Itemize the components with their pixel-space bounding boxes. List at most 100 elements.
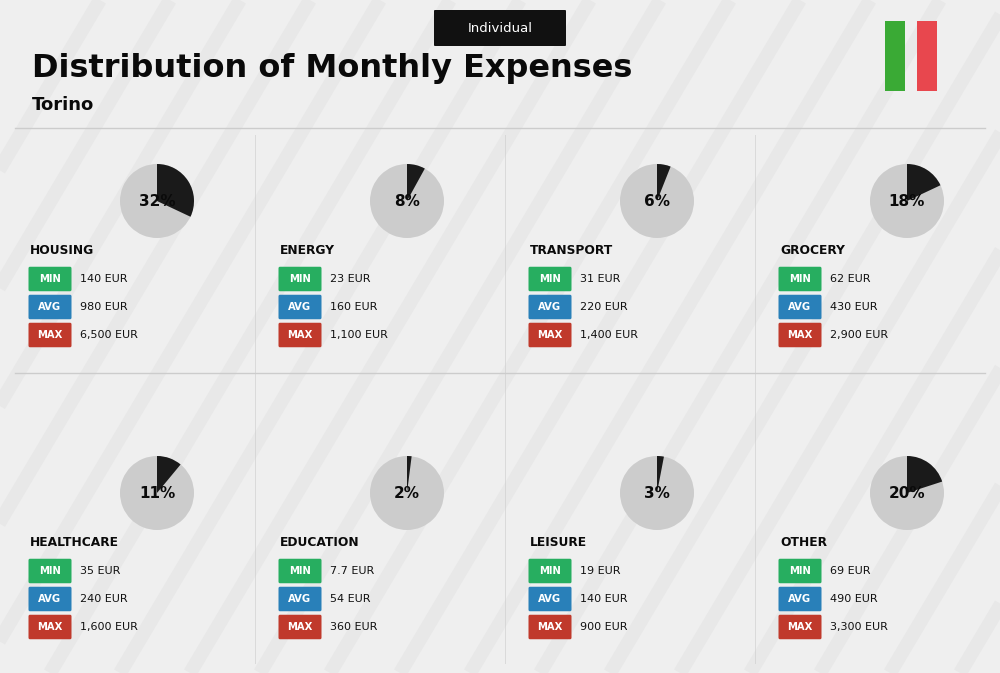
Text: HEALTHCARE: HEALTHCARE — [30, 536, 119, 549]
FancyBboxPatch shape — [434, 10, 566, 46]
Text: 31 EUR: 31 EUR — [580, 274, 620, 284]
Text: MIN: MIN — [539, 274, 561, 284]
Text: HOUSING: HOUSING — [30, 244, 94, 258]
Text: MIN: MIN — [39, 274, 61, 284]
Text: 54 EUR: 54 EUR — [330, 594, 370, 604]
Text: MIN: MIN — [289, 566, 311, 576]
Wedge shape — [870, 456, 944, 530]
Text: 900 EUR: 900 EUR — [580, 622, 628, 632]
Text: 19 EUR: 19 EUR — [580, 566, 620, 576]
Wedge shape — [370, 456, 444, 530]
Text: 1,100 EUR: 1,100 EUR — [330, 330, 388, 340]
Text: Distribution of Monthly Expenses: Distribution of Monthly Expenses — [32, 52, 632, 83]
Text: AVG: AVG — [288, 302, 312, 312]
Wedge shape — [657, 456, 664, 493]
Text: 18%: 18% — [889, 194, 925, 209]
FancyBboxPatch shape — [278, 267, 322, 291]
Text: 32%: 32% — [139, 194, 175, 209]
Wedge shape — [120, 164, 194, 238]
FancyBboxPatch shape — [278, 559, 322, 583]
FancyBboxPatch shape — [778, 559, 822, 583]
FancyBboxPatch shape — [528, 267, 572, 291]
Text: 2,900 EUR: 2,900 EUR — [830, 330, 888, 340]
Text: 140 EUR: 140 EUR — [80, 274, 128, 284]
Wedge shape — [370, 164, 444, 238]
FancyBboxPatch shape — [528, 614, 572, 639]
Text: 3,300 EUR: 3,300 EUR — [830, 622, 888, 632]
Text: 2%: 2% — [394, 485, 420, 501]
Text: AVG: AVG — [538, 594, 562, 604]
Text: MAX: MAX — [37, 330, 63, 340]
Text: LEISURE: LEISURE — [530, 536, 587, 549]
Text: AVG: AVG — [38, 594, 62, 604]
Text: 6,500 EUR: 6,500 EUR — [80, 330, 138, 340]
Text: 980 EUR: 980 EUR — [80, 302, 128, 312]
Text: 6%: 6% — [644, 194, 670, 209]
Text: MAX: MAX — [287, 622, 313, 632]
FancyBboxPatch shape — [778, 267, 822, 291]
Text: 69 EUR: 69 EUR — [830, 566, 870, 576]
Wedge shape — [407, 456, 412, 493]
Text: MAX: MAX — [787, 622, 813, 632]
Text: MAX: MAX — [537, 622, 563, 632]
Text: 430 EUR: 430 EUR — [830, 302, 878, 312]
Text: AVG: AVG — [788, 302, 812, 312]
FancyBboxPatch shape — [29, 614, 72, 639]
Text: 20%: 20% — [889, 485, 925, 501]
Text: EDUCATION: EDUCATION — [280, 536, 360, 549]
Wedge shape — [120, 456, 194, 530]
Wedge shape — [870, 164, 944, 238]
FancyBboxPatch shape — [29, 267, 72, 291]
FancyBboxPatch shape — [278, 323, 322, 347]
Text: 220 EUR: 220 EUR — [580, 302, 628, 312]
Text: 140 EUR: 140 EUR — [580, 594, 628, 604]
Text: AVG: AVG — [38, 302, 62, 312]
Text: MAX: MAX — [537, 330, 563, 340]
Text: Torino: Torino — [32, 96, 94, 114]
FancyBboxPatch shape — [528, 587, 572, 611]
Text: MIN: MIN — [789, 566, 811, 576]
Text: MIN: MIN — [789, 274, 811, 284]
Wedge shape — [620, 456, 694, 530]
FancyBboxPatch shape — [278, 587, 322, 611]
FancyBboxPatch shape — [778, 614, 822, 639]
Wedge shape — [907, 164, 940, 201]
Text: MAX: MAX — [787, 330, 813, 340]
Text: MAX: MAX — [37, 622, 63, 632]
FancyBboxPatch shape — [885, 21, 905, 91]
Text: 1,600 EUR: 1,600 EUR — [80, 622, 138, 632]
Text: AVG: AVG — [288, 594, 312, 604]
FancyBboxPatch shape — [528, 295, 572, 319]
Text: 35 EUR: 35 EUR — [80, 566, 120, 576]
Text: OTHER: OTHER — [780, 536, 827, 549]
Text: 62 EUR: 62 EUR — [830, 274, 870, 284]
Text: MIN: MIN — [39, 566, 61, 576]
FancyBboxPatch shape — [29, 587, 72, 611]
Text: 3%: 3% — [644, 485, 670, 501]
FancyBboxPatch shape — [528, 559, 572, 583]
FancyBboxPatch shape — [29, 295, 72, 319]
Text: 490 EUR: 490 EUR — [830, 594, 878, 604]
Text: MAX: MAX — [287, 330, 313, 340]
Text: 1,400 EUR: 1,400 EUR — [580, 330, 638, 340]
FancyBboxPatch shape — [778, 295, 822, 319]
FancyBboxPatch shape — [29, 323, 72, 347]
Wedge shape — [407, 164, 425, 201]
Text: MIN: MIN — [539, 566, 561, 576]
Text: 360 EUR: 360 EUR — [330, 622, 377, 632]
Text: AVG: AVG — [538, 302, 562, 312]
Wedge shape — [657, 164, 671, 201]
Text: MIN: MIN — [289, 274, 311, 284]
Wedge shape — [157, 456, 181, 493]
Text: AVG: AVG — [788, 594, 812, 604]
Text: 7.7 EUR: 7.7 EUR — [330, 566, 374, 576]
Wedge shape — [907, 456, 942, 493]
FancyBboxPatch shape — [917, 21, 937, 91]
Text: Individual: Individual — [468, 22, 532, 34]
Text: ENERGY: ENERGY — [280, 244, 335, 258]
Wedge shape — [157, 164, 194, 217]
Text: 240 EUR: 240 EUR — [80, 594, 128, 604]
FancyBboxPatch shape — [278, 295, 322, 319]
FancyBboxPatch shape — [778, 587, 822, 611]
FancyBboxPatch shape — [278, 614, 322, 639]
